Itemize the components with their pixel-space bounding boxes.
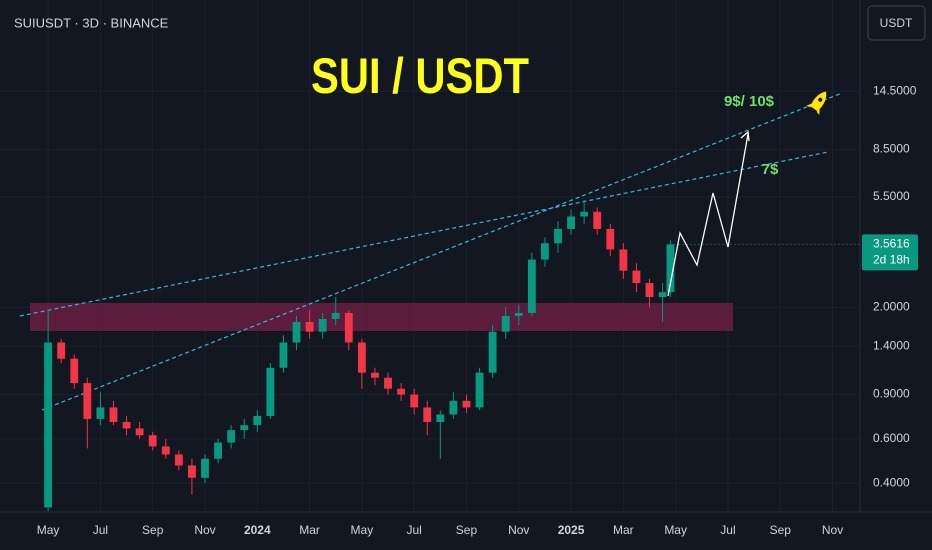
axes: 14.5000 8.5000 5.5000 2.0000 1.4000 0.9000 0.6…	[37, 83, 918, 537]
y-tick-label: 0.9000	[873, 387, 910, 401]
candle-body	[279, 342, 288, 368]
y-tick-label: 2.0000	[873, 300, 910, 314]
x-tick-label: Jul	[720, 523, 735, 537]
candle-body	[567, 216, 575, 230]
candle-body	[292, 321, 301, 343]
candle-body	[384, 377, 392, 389]
y-tick-label: 14.5000	[873, 83, 917, 97]
candle-body	[266, 367, 275, 416]
candle-body	[462, 400, 471, 408]
x-tick-label: Jul	[407, 523, 422, 537]
grid	[0, 0, 860, 512]
candle-body	[70, 358, 79, 384]
y-tick-label: 5.5000	[873, 189, 910, 203]
projection-path	[667, 133, 749, 297]
currency-button-label[interactable]: USDT	[880, 16, 913, 30]
y-tick-label: 8.5000	[873, 142, 910, 156]
candle-body	[436, 414, 445, 423]
candle-body	[527, 259, 536, 313]
candle-body	[188, 465, 196, 478]
x-tick-label: Jul	[93, 523, 108, 537]
candle-body	[514, 312, 523, 316]
y-tick-label: 1.4000	[873, 339, 910, 353]
candle-body	[423, 407, 432, 423]
candle-body	[449, 400, 458, 415]
candle-body	[122, 422, 131, 429]
candle-body	[666, 244, 675, 293]
rocket-icon	[806, 91, 827, 115]
candle-body	[344, 312, 353, 343]
candle-body	[135, 428, 144, 436]
candles	[44, 199, 860, 511]
target-label: 9$/ 10$	[724, 93, 775, 110]
trendline	[19, 151, 829, 317]
y-tick-label: 0.6000	[873, 431, 910, 445]
x-tick-label: Nov	[822, 523, 843, 537]
x-tick-label: May	[351, 523, 374, 537]
x-tick-label: Sep	[456, 523, 478, 537]
x-tick-label: Sep	[142, 523, 164, 537]
last-price-label: 3.5616	[873, 237, 910, 251]
projection-arrow	[740, 130, 750, 142]
candle-body	[580, 211, 589, 217]
support-zone	[30, 303, 733, 331]
candle-body	[501, 315, 510, 332]
x-tick-label: Sep	[770, 523, 792, 537]
x-tick-label: May	[37, 523, 60, 537]
x-tick-label: 2024	[244, 523, 271, 537]
currency-button[interactable]	[867, 5, 926, 41]
x-tick-label: Nov	[508, 523, 529, 537]
candle-body	[632, 270, 641, 284]
candle-body	[410, 394, 419, 408]
candle-body	[331, 312, 340, 319]
candle-body	[214, 442, 222, 459]
candle-body	[318, 318, 327, 332]
candle-body	[253, 415, 262, 426]
candle-body	[619, 249, 628, 271]
x-tick-label: Mar	[299, 523, 320, 537]
candle-body	[371, 372, 379, 378]
candle-body	[57, 342, 66, 359]
candle-body	[658, 292, 667, 297]
candle-body	[227, 430, 236, 443]
candle-body	[540, 243, 549, 260]
target-label: 7$	[762, 161, 779, 178]
chart-title: SUI / USDT	[311, 48, 529, 104]
candle-body	[96, 407, 105, 419]
candle-body	[554, 229, 562, 244]
candle-body	[305, 321, 314, 332]
x-tick-label: Nov	[194, 523, 215, 537]
candle-body	[240, 425, 249, 431]
y-tick-label: 0.4000	[873, 475, 910, 489]
candle-body	[606, 229, 615, 250]
x-tick-label: May	[664, 523, 687, 537]
candle-body	[488, 331, 497, 373]
candle-body	[357, 342, 366, 373]
candle-body	[397, 388, 406, 395]
x-tick-label: Mar	[613, 523, 634, 537]
last-price-tag	[862, 234, 918, 271]
candle-body	[83, 383, 92, 419]
candle-body	[109, 407, 118, 423]
candle-body	[645, 283, 654, 297]
candle-body	[475, 372, 484, 408]
x-tick-label: 2025	[558, 523, 585, 537]
candle-body	[593, 211, 602, 230]
candle-body	[44, 342, 53, 508]
candle-body	[201, 458, 209, 478]
symbol-header: SUIUSDT · 3D · BINANCE	[14, 15, 169, 30]
candle-body	[174, 454, 183, 466]
candle-body	[161, 446, 170, 455]
countdown-label: 2d 18h	[873, 253, 910, 267]
trendline	[41, 92, 843, 411]
candle-body	[148, 435, 157, 447]
